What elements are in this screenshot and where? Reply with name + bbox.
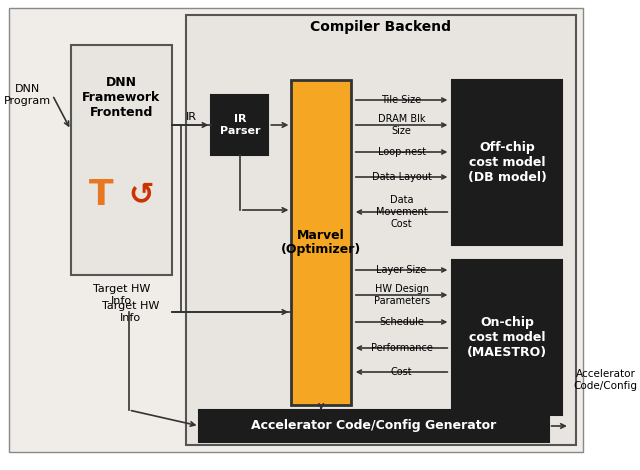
Text: IR: IR — [186, 112, 197, 122]
Bar — [71, 45, 172, 275]
Bar — [186, 15, 576, 445]
Text: Cost: Cost — [391, 367, 412, 377]
Bar — [211, 95, 268, 155]
Text: Tile Size: Tile Size — [381, 95, 422, 105]
Text: Compiler Backend: Compiler Backend — [310, 20, 451, 34]
Text: DNN
Framework
Frontend: DNN Framework Frontend — [82, 76, 161, 118]
Text: Loop-nest: Loop-nest — [378, 147, 426, 157]
Text: Accelerator Code/Config Generator: Accelerator Code/Config Generator — [252, 420, 497, 432]
Text: T: T — [89, 178, 113, 212]
Text: On-chip
cost model
(MAESTRO): On-chip cost model (MAESTRO) — [467, 316, 547, 359]
Text: Target HW
Info: Target HW Info — [93, 284, 150, 306]
Text: Marvel
(Optimizer): Marvel (Optimizer) — [281, 228, 362, 257]
Bar — [291, 80, 351, 405]
Text: Off-chip
cost model
(DB model): Off-chip cost model (DB model) — [468, 141, 547, 184]
Bar — [452, 260, 563, 415]
Text: IR
Parser: IR Parser — [220, 114, 260, 136]
Text: Performance: Performance — [371, 343, 433, 353]
Text: HW Design
Parameters: HW Design Parameters — [374, 284, 429, 306]
Text: Target HW
Info: Target HW Info — [102, 301, 159, 323]
Text: Data
Movement
Cost: Data Movement Cost — [376, 196, 428, 228]
Bar — [200, 410, 548, 442]
Bar — [452, 80, 563, 245]
Text: Schedule: Schedule — [379, 317, 424, 327]
Text: DRAM Blk
Size: DRAM Blk Size — [378, 114, 426, 136]
Text: Layer Size: Layer Size — [376, 265, 427, 275]
Text: Accelerator
Code/Config: Accelerator Code/Config — [573, 369, 637, 391]
Text: ↺: ↺ — [129, 180, 154, 210]
Text: Data Layout: Data Layout — [372, 172, 431, 182]
Text: DNN
Program: DNN Program — [4, 84, 51, 106]
